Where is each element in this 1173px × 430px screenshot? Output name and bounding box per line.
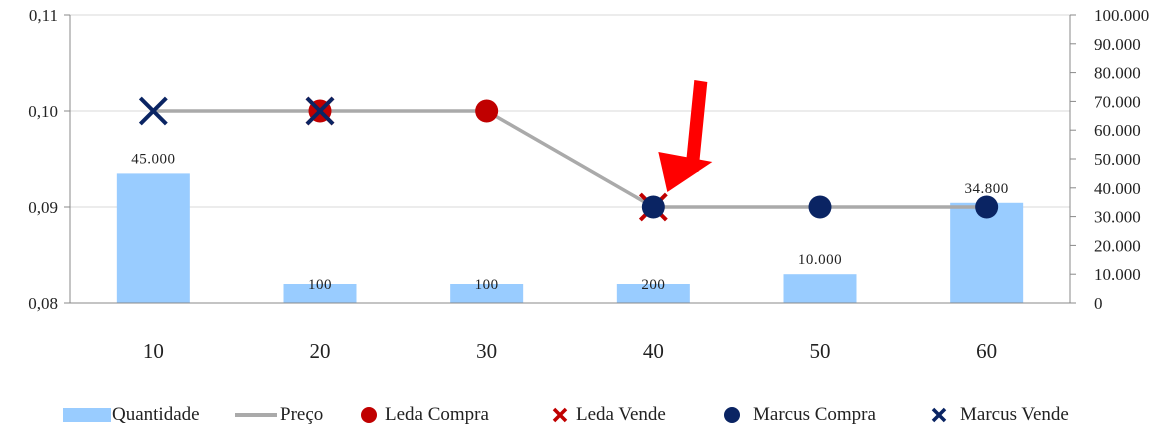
bar-data-label: 200 [641, 277, 665, 293]
bar [450, 284, 524, 303]
right-tick-label: 90.000 [1094, 35, 1141, 54]
left-tick-label: 0,10 [28, 102, 58, 121]
bar-data-label: 100 [308, 277, 332, 293]
right-tick-label: 0 [1094, 294, 1103, 313]
legend-label: Marcus Compra [753, 404, 876, 425]
bar [783, 274, 857, 303]
bar-series [116, 173, 1024, 303]
bar [950, 202, 1024, 303]
right-tick-label: 30.000 [1094, 208, 1141, 227]
arrow-shaft [685, 80, 708, 172]
x-tick-label: 50 [810, 339, 831, 363]
legend-label: Preço [280, 404, 324, 425]
right-tick-label: 60.000 [1094, 121, 1141, 140]
marcus-vende-marker [305, 96, 335, 126]
legend-item-leda-vende: Leda Vende [548, 400, 666, 430]
right-tick-label: 50.000 [1094, 150, 1141, 169]
left-tick-label: 0,09 [28, 198, 58, 217]
x-stroke [305, 96, 335, 126]
marker-series [138, 96, 999, 222]
marcus-compra-marker [808, 195, 832, 219]
right-tick-label: 70.000 [1094, 92, 1141, 111]
marcus-compra-marker [641, 195, 665, 219]
legend-item-quantidade: Quantidade [62, 400, 200, 430]
x-tick-label: 30 [476, 339, 497, 363]
bar [616, 284, 690, 303]
leda-compra-marker [475, 99, 499, 123]
bar-data-label: 100 [475, 277, 499, 293]
red-circle-icon [361, 407, 377, 423]
navy-x-icon [931, 407, 947, 423]
x-tick-label: 10 [143, 339, 164, 363]
chart-canvas: 0,08 0,09 0,10 0,11 0 10.000 20.000 30.000 40.00… [28, 6, 1149, 363]
x-tick-label: 60 [976, 339, 997, 363]
legend-label: Marcus Vende [960, 404, 1069, 425]
arrow-head [658, 152, 713, 192]
legend-label: Leda Compra [385, 404, 489, 425]
legend: Quantidade Preço Leda Compra Leda Vende … [0, 400, 1173, 430]
legend-item-marcus-compra: Marcus Compra [715, 400, 876, 430]
navy-circle-icon [724, 407, 740, 423]
bar [283, 284, 357, 303]
right-tick-label: 100.000 [1094, 6, 1149, 25]
bar-data-labels: 45.000 100 100 200 10.000 34.800 [131, 151, 1009, 293]
x-tick-label: 20 [310, 339, 331, 363]
left-tick-label: 0,11 [29, 6, 58, 25]
bar-data-label: 10.000 [798, 252, 842, 268]
legend-label: Leda Vende [576, 404, 666, 425]
legend-item-marcus-vende: Marcus Vende [922, 400, 1069, 430]
red-x-icon [552, 407, 568, 423]
axes: 0,08 0,09 0,10 0,11 0 10.000 20.000 30.000 40.00… [28, 6, 1149, 363]
right-tick-label: 20.000 [1094, 236, 1141, 255]
legend-item-preco: Preço [232, 400, 323, 430]
right-tick-label: 40.000 [1094, 179, 1141, 198]
arrow-icon [658, 80, 713, 192]
right-tick-label: 80.000 [1094, 64, 1141, 83]
marcus-vende-marker [138, 96, 168, 126]
right-tick-label: 10.000 [1094, 265, 1141, 284]
price-line [153, 109, 987, 209]
bar [116, 173, 190, 303]
left-tick-label: 0,08 [28, 294, 58, 313]
bar-data-label: 34.800 [965, 181, 1009, 197]
arrow-annotation [658, 80, 713, 192]
bar-data-label: 45.000 [131, 151, 175, 167]
x-tick-label: 40 [643, 339, 664, 363]
marcus-compra-marker [975, 195, 999, 219]
legend-label: Quantidade [112, 404, 200, 425]
x-stroke [138, 96, 168, 126]
price-line-path [153, 109, 987, 209]
line-swatch-icon [235, 413, 277, 417]
bar-swatch-icon [63, 408, 111, 422]
legend-item-leda-compra: Leda Compra [357, 400, 489, 430]
